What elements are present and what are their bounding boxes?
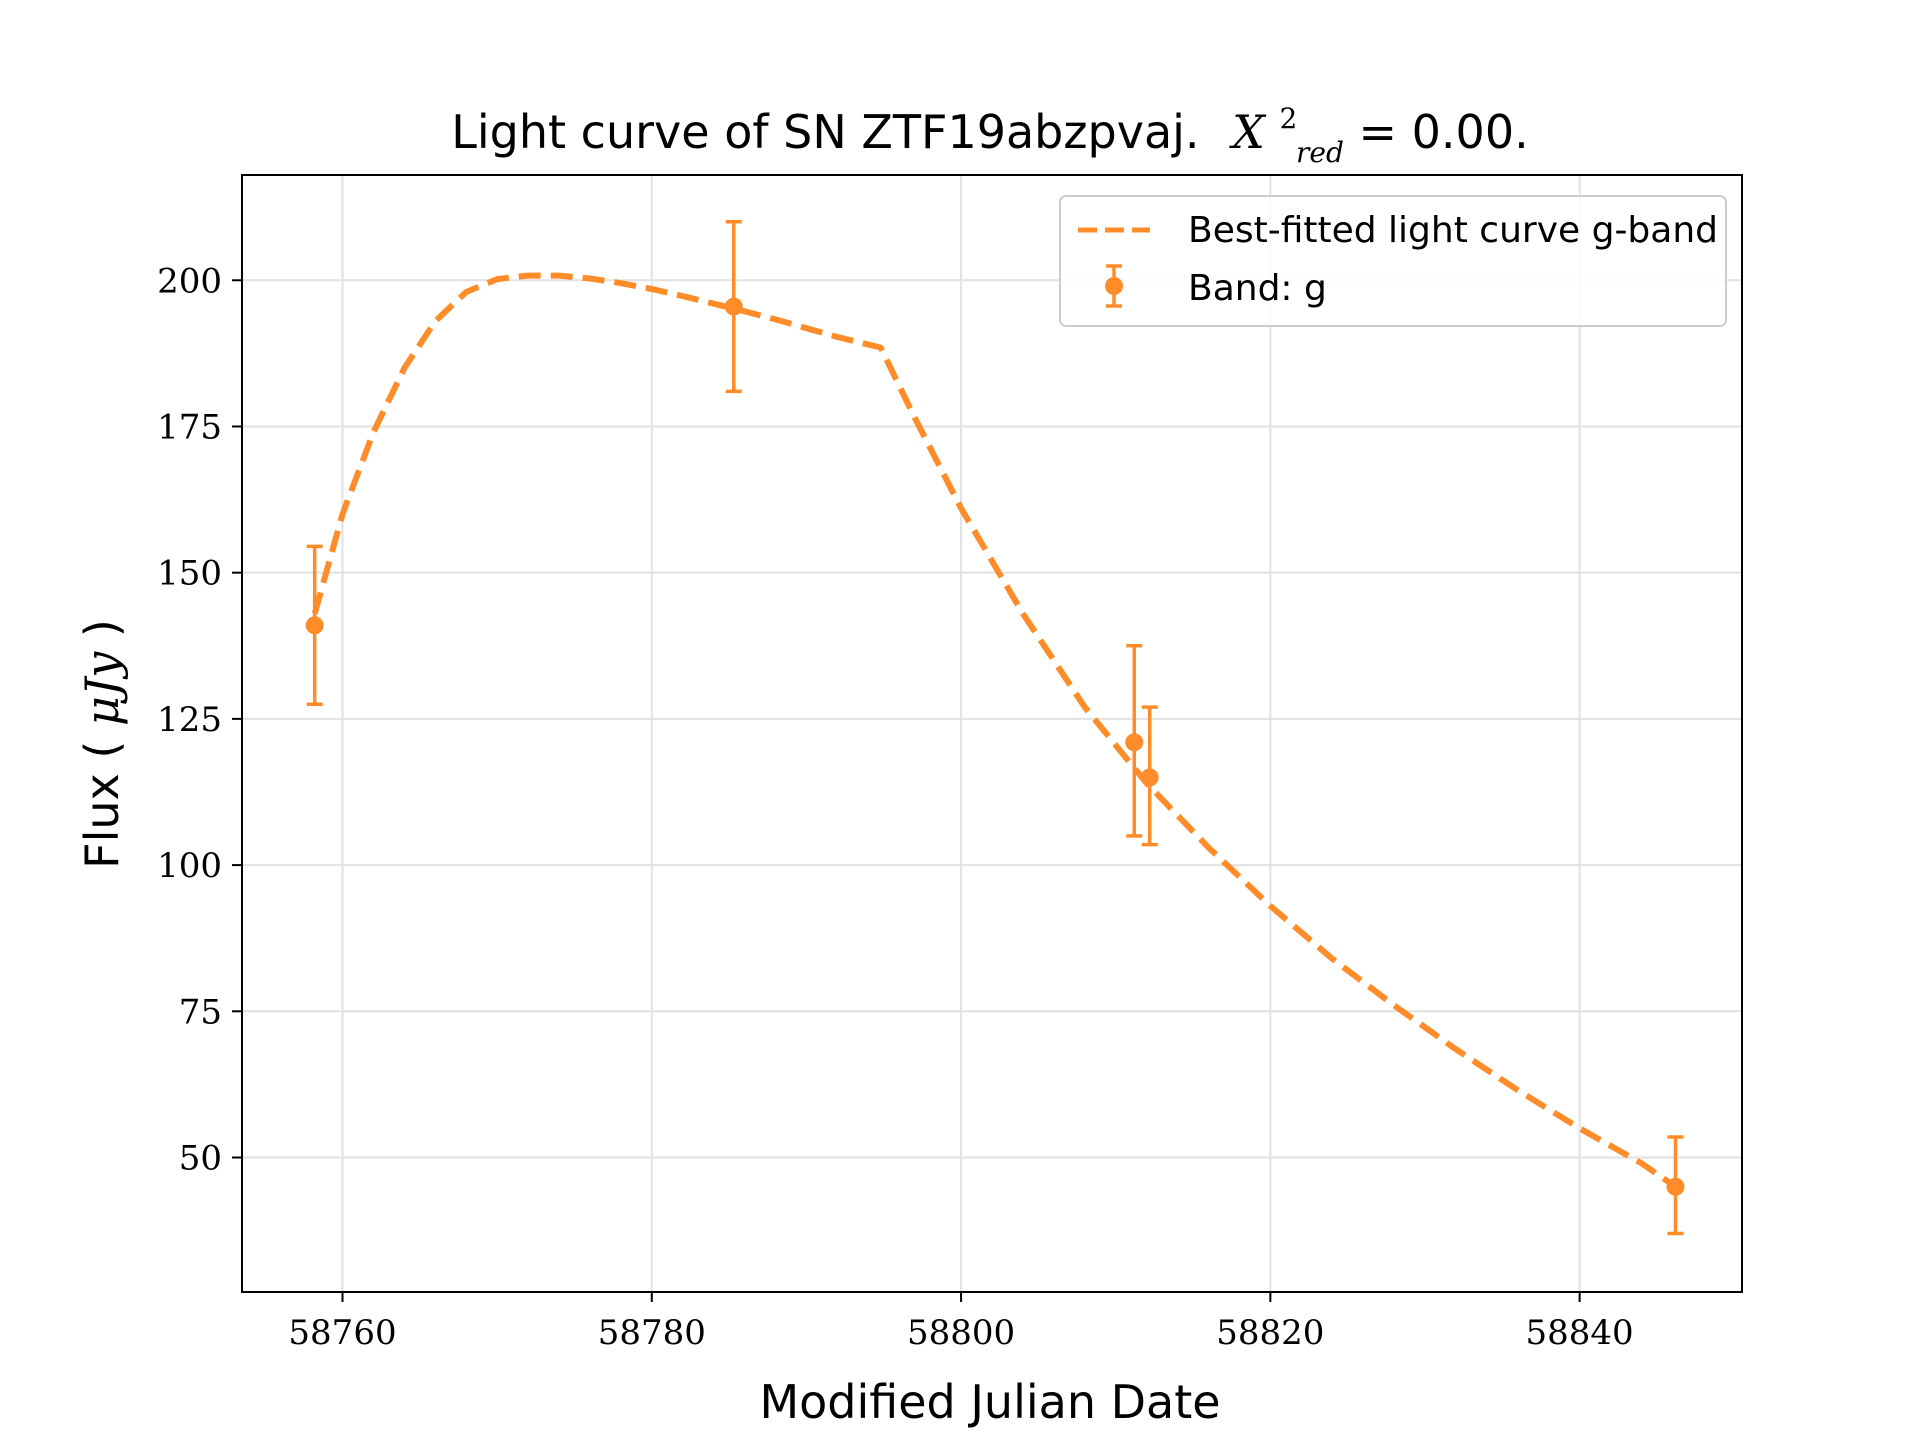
title-stat-symbol: X bbox=[1229, 105, 1267, 159]
y-tick-label: 175 bbox=[157, 407, 222, 447]
legend: Best-fitted light curve g-band Band: g bbox=[1059, 195, 1727, 327]
legend-data-label: Band: g bbox=[1188, 268, 1327, 309]
fit-curve-layer bbox=[311, 272, 1678, 1190]
title-stat-equals: = 0.00. bbox=[1359, 105, 1529, 159]
plot-frame bbox=[241, 174, 1743, 1293]
y-tick-label: 200 bbox=[157, 261, 222, 301]
data-marker bbox=[1125, 733, 1144, 752]
x-tick-label: 58800 bbox=[907, 1313, 1015, 1353]
chart-title: Light curve of SN ZTF19abzpvaj. X 2 red … bbox=[451, 85, 1528, 173]
y-tick-label: 150 bbox=[157, 554, 222, 594]
x-tick-label: 58780 bbox=[598, 1313, 706, 1353]
data-marker bbox=[1140, 768, 1159, 787]
y-axis-label-unit: μJy bbox=[75, 651, 129, 726]
legend-box bbox=[1059, 195, 1727, 327]
tick-layer: 58760 58780 58800 58820 58840 50 75 100 125 150 17… bbox=[157, 261, 1634, 1353]
data-point bbox=[1125, 644, 1144, 838]
data-point bbox=[1666, 1135, 1685, 1236]
x-tick-label: 58760 bbox=[288, 1313, 396, 1353]
title-prefix: Light curve of SN ZTF19abzpvaj. bbox=[451, 105, 1199, 159]
y-tick-label: 75 bbox=[179, 992, 222, 1032]
data-point bbox=[305, 544, 324, 707]
y-axis-label-suffix: ) bbox=[75, 619, 129, 637]
data-points-layer bbox=[305, 220, 1685, 1236]
y-tick-label: 125 bbox=[157, 700, 222, 740]
y-tick-label: 50 bbox=[179, 1138, 222, 1178]
grid-lines bbox=[242, 175, 1742, 1292]
data-marker bbox=[724, 297, 743, 316]
x-tick-label: 58820 bbox=[1216, 1313, 1324, 1353]
legend-fit-label: Best-fitted light curve g-band bbox=[1188, 210, 1718, 251]
legend-data-swatch bbox=[1105, 264, 1123, 308]
title-stat-subscript: red bbox=[1296, 136, 1344, 169]
x-axis-label: Modified Julian Date bbox=[759, 1375, 1220, 1429]
data-marker bbox=[305, 616, 324, 635]
y-axis-label-prefix: Flux ( bbox=[75, 741, 129, 869]
y-axis-label: Flux ( μJy ) bbox=[75, 619, 129, 869]
data-marker bbox=[1666, 1177, 1685, 1196]
y-tick-label: 100 bbox=[157, 846, 222, 886]
fit-curve-g-band bbox=[311, 272, 1678, 1190]
data-point bbox=[1140, 705, 1159, 847]
data-point bbox=[724, 220, 743, 394]
title-stat-superscript: 2 bbox=[1280, 102, 1298, 135]
x-tick-label: 58840 bbox=[1526, 1313, 1634, 1353]
